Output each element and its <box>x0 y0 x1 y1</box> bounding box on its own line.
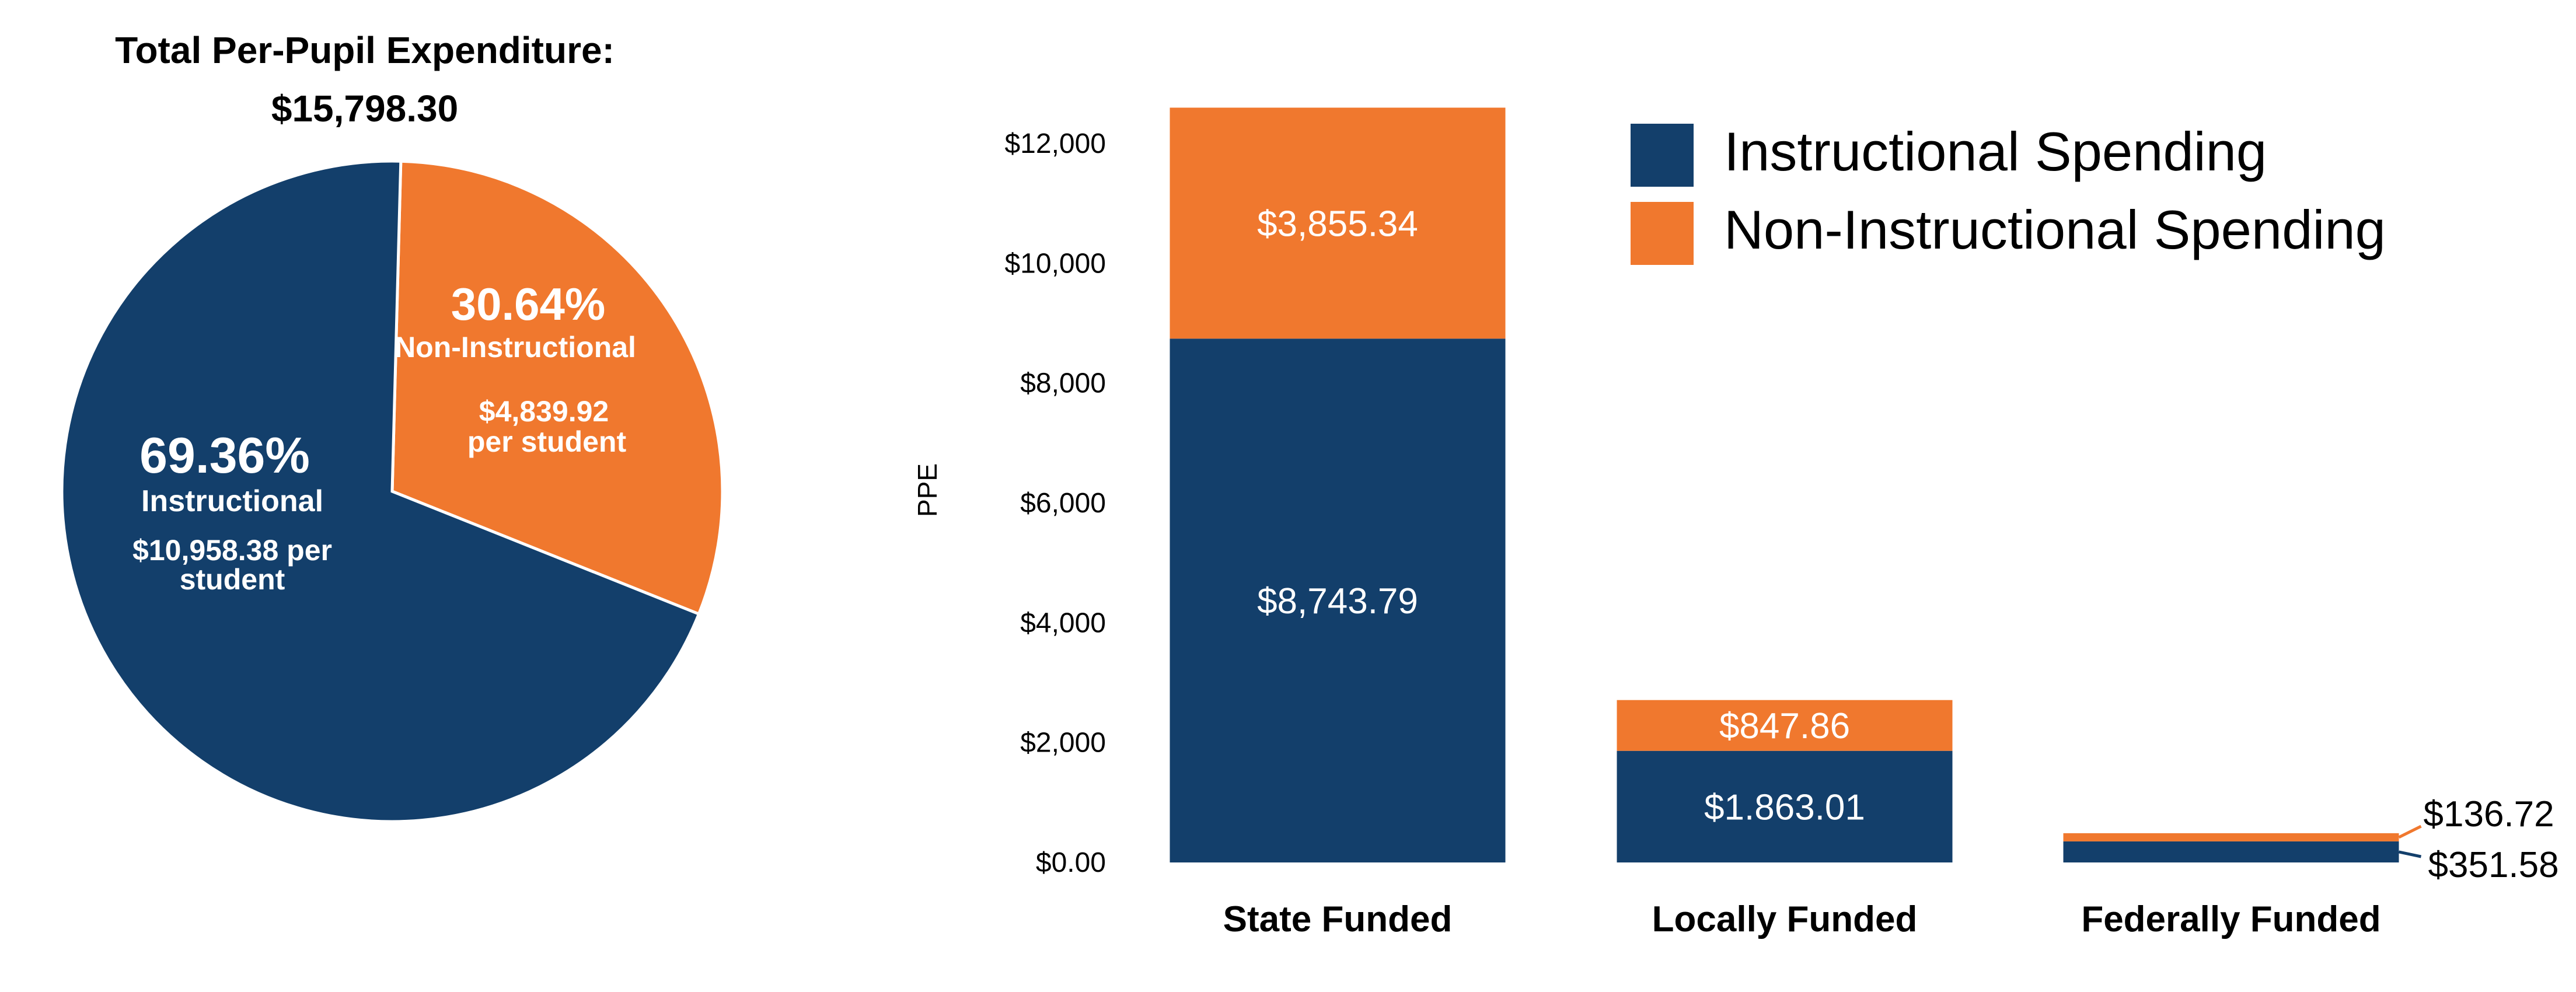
outside-label-non-instructional: $136.72 <box>2424 794 2554 834</box>
ytick-label: $0.00 <box>1036 847 1106 878</box>
legend-label: Non-Instructional Spending <box>1724 199 2386 260</box>
bar-non-instructional-0 <box>1170 107 1506 339</box>
ytick-label: $4,000 <box>1020 607 1106 638</box>
bar-non-instructional-1 <box>1617 700 1953 751</box>
category-label: Federally Funded <box>2081 899 2380 939</box>
bar-label-instructional: $1.863.01 <box>1704 787 1865 827</box>
pie-label-instr-amount-1: $10,958.38 per <box>132 534 332 567</box>
bar-instructional-0 <box>1170 338 1506 862</box>
ytick-label: $10,000 <box>1004 248 1106 279</box>
pie-label-noninstr-amount-1: $4,839.92 <box>479 395 609 428</box>
legend-swatch <box>1631 202 1694 265</box>
legend: Instructional Spending Non-Instructional … <box>1631 121 2386 265</box>
bar-non-instructional-2 <box>2063 833 2399 841</box>
pie-slice-instructional <box>60 159 701 823</box>
ytick-label: $2,000 <box>1020 728 1106 759</box>
legend-label: Instructional Spending <box>1724 121 2267 182</box>
pie-label-noninstr-percent: 30.64% <box>451 278 606 330</box>
pie-label-noninstr-amount-2: per student <box>467 425 627 458</box>
pie-subtitle: $15,798.30 <box>271 88 458 130</box>
bar-label-instructional: $8,743.79 <box>1257 581 1418 621</box>
leader-line-non-instructional <box>2398 825 2422 839</box>
leader-line-instructional <box>2398 850 2422 858</box>
pie-label-instr-amount-2: student <box>180 563 285 596</box>
ytick-label: $6,000 <box>1020 488 1106 519</box>
category-label: Locally Funded <box>1652 899 1918 939</box>
bar-chart: PPE $0.00 $2,000 $4,000 $6,000 $8,000 $10,000… <box>912 107 2559 939</box>
bar-label-non-instructional: $847.86 <box>1719 706 1850 746</box>
ytick-label: $12,000 <box>1004 128 1106 159</box>
bar-instructional-2 <box>2063 841 2399 862</box>
category-label: State Funded <box>1223 899 1453 939</box>
bar-ylabel: PPE <box>912 463 943 517</box>
pie-title: Total Per-Pupil Expenditure: <box>115 29 615 71</box>
pie-chart: Total Per-Pupil Expenditure: $15,798.30 … <box>60 29 724 823</box>
pie-label-instr-percent: 69.36% <box>139 428 310 484</box>
outside-label-instructional: $351.58 <box>2428 845 2559 885</box>
pie-label-noninstr-name: Non-Instructional <box>395 331 636 364</box>
pie-label-instr-name: Instructional <box>141 484 323 518</box>
pie-slice-non-instructional <box>390 159 724 616</box>
ytick-label: $8,000 <box>1020 368 1106 399</box>
legend-swatch <box>1631 124 1694 187</box>
bar-instructional-1 <box>1617 750 1953 862</box>
bar-label-non-instructional: $3,855.34 <box>1257 204 1418 244</box>
